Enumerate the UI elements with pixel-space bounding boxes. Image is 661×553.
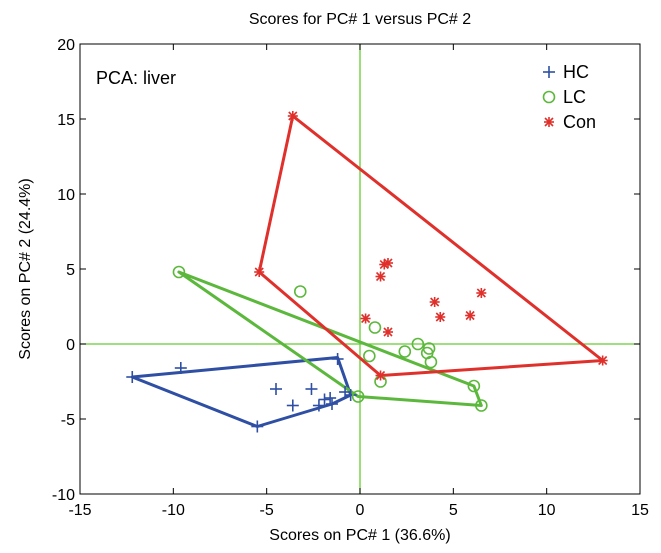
point-lc: [368, 321, 382, 334]
point-con: [429, 297, 440, 307]
point-con: [287, 111, 298, 121]
legend: HC LC Con: [542, 62, 596, 132]
x-axis-label: Scores on PC# 1 (36.6%): [269, 527, 450, 544]
reference-lines: [80, 44, 640, 494]
point-lc: [411, 337, 425, 351]
group-hulls: [130, 114, 605, 428]
hull-hc: [130, 356, 353, 428]
x-tick-label: -5: [260, 502, 274, 519]
point-lc: [475, 399, 488, 412]
point-lc: [424, 355, 438, 369]
point-hc: [339, 386, 352, 398]
x-tick-label: 0: [356, 502, 365, 519]
legend-label-hc: HC: [563, 62, 589, 82]
x-tick-label: 15: [631, 502, 649, 519]
point-hc: [305, 383, 318, 395]
legend-marker-lc: [542, 90, 556, 104]
point-con: [254, 267, 265, 277]
point-hc: [270, 383, 282, 395]
hull-lc: [177, 270, 483, 407]
x-tick-label: -10: [162, 502, 185, 519]
point-hc: [331, 353, 344, 365]
x-tick-label: 10: [538, 502, 556, 519]
point-hc: [324, 392, 337, 404]
x-tick-label: -15: [68, 502, 91, 519]
point-hc: [318, 393, 331, 406]
point-con: [375, 370, 386, 381]
y-tick-label: -10: [52, 487, 75, 504]
point-con: [383, 258, 393, 268]
point-con: [360, 313, 371, 324]
legend-label-lc: LC: [563, 87, 586, 107]
y-tick-label: 15: [57, 112, 75, 129]
x-tick-label: 5: [449, 502, 458, 519]
hull-con: [257, 114, 605, 377]
point-hc: [286, 399, 299, 412]
point-hc: [126, 371, 139, 383]
y-tick-label: 10: [57, 187, 75, 204]
point-hc: [344, 389, 357, 401]
pca-annotation: PCA: liver: [96, 68, 176, 88]
y-tick-label: 5: [66, 262, 75, 279]
point-con: [435, 312, 446, 322]
data-points: [126, 111, 608, 433]
point-con: [465, 310, 476, 321]
y-tick-label: 0: [66, 337, 75, 354]
point-hc: [326, 398, 338, 410]
point-lc: [467, 379, 481, 393]
point-hc: [251, 420, 264, 433]
legend-marker-hc: [543, 66, 555, 78]
chart-title: Scores for PC# 1 versus PC# 2: [249, 11, 471, 28]
point-lc: [293, 285, 307, 298]
point-lc: [398, 345, 412, 358]
y-tick-label: -5: [61, 412, 75, 429]
legend-marker-con: [544, 117, 554, 127]
point-hc: [312, 399, 325, 412]
point-lc: [172, 265, 186, 279]
point-lc: [351, 390, 365, 403]
point-lc: [363, 349, 376, 363]
point-con: [597, 355, 608, 366]
legend-label-con: Con: [563, 112, 596, 132]
y-axis-label: Scores on PC# 2 (24.4%): [17, 178, 34, 359]
point-hc: [174, 362, 187, 374]
point-con: [375, 271, 386, 282]
point-lc: [422, 342, 436, 355]
y-tick-label: 20: [57, 37, 75, 54]
point-con: [383, 327, 393, 337]
point-con: [476, 288, 487, 298]
